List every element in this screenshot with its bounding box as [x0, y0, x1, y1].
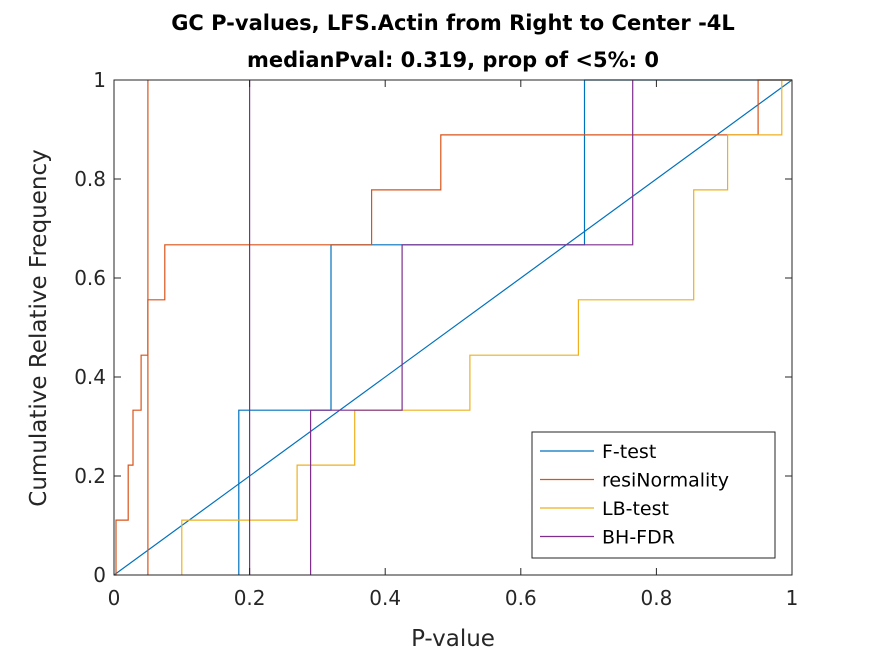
x-tick-label: 0.2 — [234, 586, 266, 610]
series-lb-test-line — [181, 79, 792, 575]
x-tick-label: 1 — [786, 586, 799, 610]
series-f-test-reference-diagonal — [113, 79, 793, 576]
plot-area-frame — [113, 79, 793, 576]
y-tick-label: 0.4 — [74, 365, 106, 389]
legend-entry-lb-test: LB-test — [602, 498, 669, 520]
chart-title: GC P-values, LFS.Actin from Right to Cen… — [171, 11, 735, 35]
y-tick-label: 0.6 — [74, 266, 106, 290]
series-bh-fdr-line — [310, 80, 634, 575]
y-tick-label: 0.2 — [74, 464, 106, 488]
legend: F-test resiNormality LB-test BH-FDR — [531, 431, 776, 559]
chart-subtitle: medianPval: 0.319, prop of <5%: 0 — [247, 48, 659, 72]
legend-entry-resinormality: resiNormality — [602, 470, 729, 492]
y-tick-label: 0.8 — [74, 167, 106, 191]
y-tick-label: 1 — [93, 68, 106, 92]
x-tick-label: 0.6 — [505, 586, 537, 610]
x-axis-label: P-value — [411, 626, 495, 652]
legend-entry-f-test: F-test — [602, 441, 656, 463]
x-tick-label: 0 — [108, 586, 121, 610]
x-tick-label: 0.8 — [640, 586, 672, 610]
y-axis-label: Cumulative Relative Frequency — [26, 149, 52, 506]
axes: 0 0.2 0.4 0.6 0.8 1 0 0.2 0.4 0.6 0.8 1 — [74, 68, 798, 610]
legend-entry-bh-fdr: BH-FDR — [602, 527, 675, 549]
y-tick-label: 0 — [93, 563, 106, 587]
x-tick-label: 0.4 — [369, 586, 401, 610]
